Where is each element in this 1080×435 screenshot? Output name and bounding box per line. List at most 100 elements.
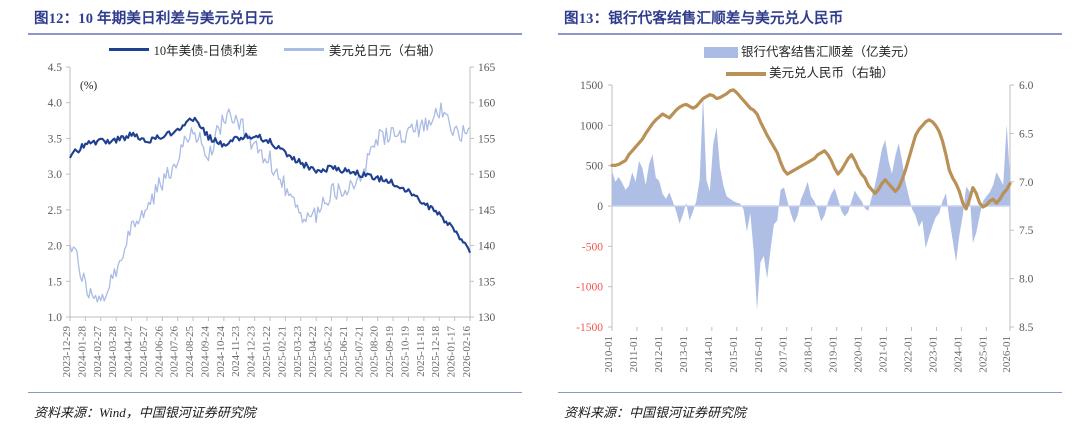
svg-text:2011-01: 2011-01 xyxy=(628,336,640,372)
svg-text:2020-01: 2020-01 xyxy=(853,336,865,373)
svg-text:2025-10-19: 2025-10-19 xyxy=(399,325,411,377)
svg-text:3.0: 3.0 xyxy=(48,169,63,181)
svg-text:0: 0 xyxy=(597,201,603,213)
svg-text:2026-02-16: 2026-02-16 xyxy=(461,325,473,377)
svg-text:4.5: 4.5 xyxy=(48,62,63,74)
svg-text:1000: 1000 xyxy=(580,120,603,132)
figure-13-footer: 资料来源：中国银河证券研究院 xyxy=(558,392,1062,421)
svg-text:2024-02-27: 2024-02-27 xyxy=(92,325,104,377)
svg-text:2015-01: 2015-01 xyxy=(728,336,740,373)
svg-text:2023-12-29: 2023-12-29 xyxy=(61,325,73,377)
svg-text:2013-01: 2013-01 xyxy=(678,336,690,373)
svg-text:6.5: 6.5 xyxy=(1019,128,1034,140)
svg-text:2018-01: 2018-01 xyxy=(803,336,815,373)
svg-text:1.5: 1.5 xyxy=(48,276,63,288)
figure-12-title-rule xyxy=(28,33,522,35)
svg-text:4.0: 4.0 xyxy=(48,97,63,109)
legend-label-usdcny: 美元兑人民币（右轴） xyxy=(769,65,895,80)
figure-13-legend: 银行代客结售汇顺差（亿美元） 美元兑人民币（右轴） xyxy=(558,41,1062,80)
figure-13-title: 图13：银行代客结售汇顺差与美元兑人民币 xyxy=(564,11,844,27)
svg-text:2.0: 2.0 xyxy=(48,240,63,252)
svg-text:2025-05-22: 2025-05-22 xyxy=(323,326,335,377)
svg-text:2012-01: 2012-01 xyxy=(653,336,665,373)
svg-text:1500: 1500 xyxy=(580,80,603,92)
svg-text:2024-07-26: 2024-07-26 xyxy=(169,325,181,377)
svg-text:2025-06-21: 2025-06-21 xyxy=(338,326,350,377)
svg-text:160: 160 xyxy=(478,97,496,109)
svg-text:3.5: 3.5 xyxy=(48,133,63,145)
svg-text:2025-01: 2025-01 xyxy=(977,336,989,373)
svg-text:2025-07-21: 2025-07-21 xyxy=(353,326,365,377)
svg-text:2022-01: 2022-01 xyxy=(903,336,915,373)
svg-text:2024-01-28: 2024-01-28 xyxy=(76,325,88,377)
svg-text:8.0: 8.0 xyxy=(1019,273,1034,285)
figure-13-svg: 1500 1000 500 0 -500 -1000 -1500 6.0 6.5 7.0 7.5 8.… xyxy=(576,80,1034,373)
legend-label-us-jp-spread: 10年美债-日债利差 xyxy=(153,44,258,58)
figure-12-source: 资料来源：Wind，中国银河证券研究院 xyxy=(34,405,256,420)
legend-item-us-jp-spread: 10年美债-日债利差 xyxy=(108,40,258,59)
svg-text:2024-12-23: 2024-12-23 xyxy=(246,325,258,377)
legend-item-usdjpy: 美元兑日元（右轴） xyxy=(283,40,441,59)
legend-box-swatch-fx-settlement xyxy=(703,47,738,59)
svg-text:6.0: 6.0 xyxy=(1019,80,1034,92)
svg-text:135: 135 xyxy=(478,276,496,288)
svg-text:-500: -500 xyxy=(582,241,603,253)
svg-text:2024-06-26: 2024-06-26 xyxy=(153,325,165,377)
svg-text:2026-01: 2026-01 xyxy=(1001,336,1013,373)
svg-text:2025-03-23: 2025-03-23 xyxy=(292,325,304,377)
svg-text:7.0: 7.0 xyxy=(1019,176,1034,188)
svg-text:500: 500 xyxy=(586,160,604,172)
svg-text:2025-01-22: 2025-01-22 xyxy=(261,326,273,377)
svg-text:-1500: -1500 xyxy=(576,322,603,334)
figure-12-panel: 图12：10 年期美日利差与美元兑日元 10年美债-日债利差 美元兑日元（右轴）… xyxy=(28,11,522,421)
svg-text:2010-01: 2010-01 xyxy=(603,336,615,373)
svg-text:140: 140 xyxy=(478,240,496,252)
figure-13-source-rule xyxy=(558,392,1062,393)
svg-text:2014-01: 2014-01 xyxy=(703,336,715,373)
legend-line-swatch-usdcny xyxy=(725,71,766,76)
svg-text:2024-01: 2024-01 xyxy=(952,336,964,373)
svg-text:2021-01: 2021-01 xyxy=(878,336,890,373)
svg-text:2025-04-22: 2025-04-22 xyxy=(307,326,319,377)
figure-13-source: 资料来源：中国银河证券研究院 xyxy=(564,405,747,420)
svg-text:7.5: 7.5 xyxy=(1019,225,1034,237)
legend-label-fx-settlement-surplus: 银行代客结售汇顺差（亿美元） xyxy=(741,44,917,59)
figure-12-title: 图12：10 年期美日利差与美元兑日元 xyxy=(34,11,274,27)
svg-text:2024-03-28: 2024-03-28 xyxy=(107,325,119,377)
figure-13-plot-area: 1500 1000 500 0 -500 -1000 -1500 6.0 6.5 7.0 7.5 8.… xyxy=(558,77,1062,395)
svg-text:2024-08-25: 2024-08-25 xyxy=(184,325,196,377)
figure-12-plot-area: 1.0 1.5 2.0 2.5 3.0 3.5 4.0 4.5 130 135 140 145 150 1… xyxy=(28,59,522,389)
figure-12-svg: 1.0 1.5 2.0 2.5 3.0 3.5 4.0 4.5 130 135 140 145 150 1… xyxy=(48,62,496,377)
svg-text:(%): (%) xyxy=(80,80,97,92)
svg-text:145: 145 xyxy=(478,204,496,216)
legend-line-swatch-usdjpy xyxy=(283,48,324,51)
svg-text:2026-01-17: 2026-01-17 xyxy=(446,325,458,377)
svg-text:2019-01: 2019-01 xyxy=(828,336,840,373)
figure-12-source-rule xyxy=(28,392,522,393)
svg-text:2016-01: 2016-01 xyxy=(753,336,765,373)
svg-text:2025-09-19: 2025-09-19 xyxy=(384,325,396,377)
svg-text:2025-12-18: 2025-12-18 xyxy=(430,325,442,377)
svg-text:8.5: 8.5 xyxy=(1019,322,1034,334)
svg-text:2017-01: 2017-01 xyxy=(778,336,790,373)
legend-item-usdcny: 美元兑人民币（右轴） xyxy=(558,62,1062,81)
svg-text:130: 130 xyxy=(478,312,496,324)
figure-12-footer: 资料来源：Wind，中国银河证券研究院 xyxy=(28,392,522,421)
svg-text:165: 165 xyxy=(478,62,496,74)
svg-text:2024-10-24: 2024-10-24 xyxy=(215,325,227,377)
figure-12-legend: 10年美债-日债利差 美元兑日元（右轴） xyxy=(28,41,522,59)
svg-text:2025-11-18: 2025-11-18 xyxy=(415,325,427,376)
svg-text:2.5: 2.5 xyxy=(48,204,63,216)
svg-text:2024-05-27: 2024-05-27 xyxy=(138,325,150,377)
svg-text:2023-01: 2023-01 xyxy=(927,336,939,373)
svg-text:2025-08-20: 2025-08-20 xyxy=(369,325,381,377)
legend-line-swatch-us-jp-spread xyxy=(108,48,149,51)
legend-item-fx-settlement-surplus: 银行代客结售汇顺差（亿美元） xyxy=(558,41,1062,60)
svg-text:2024-04-27: 2024-04-27 xyxy=(123,325,135,377)
svg-text:2024-09-24: 2024-09-24 xyxy=(199,325,211,377)
svg-text:150: 150 xyxy=(478,169,496,181)
svg-text:1.0: 1.0 xyxy=(48,312,63,324)
svg-text:155: 155 xyxy=(478,133,496,145)
svg-text:2025-02-21: 2025-02-21 xyxy=(276,326,288,377)
